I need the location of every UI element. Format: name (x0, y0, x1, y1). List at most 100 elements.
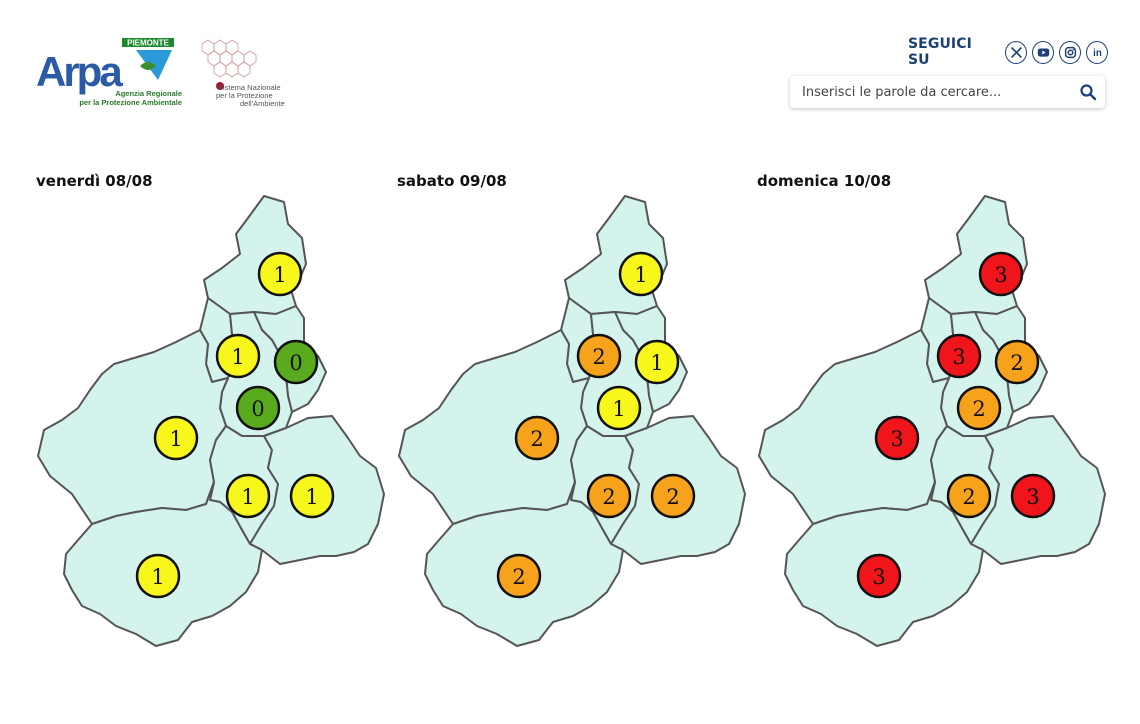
alert-level-circle (496, 553, 542, 599)
alert-level-value: 1 (231, 345, 244, 369)
alert-level-value: 2 (962, 485, 975, 509)
alert-level-marker: 1 (596, 385, 642, 431)
alert-level-value: 2 (1010, 351, 1023, 375)
alert-level-marker: 3 (856, 553, 902, 599)
search-input[interactable] (800, 83, 1074, 101)
day-label: venerdì 08/08 (36, 172, 153, 190)
alert-level-value: 3 (994, 263, 1007, 287)
svg-text:in: in (1093, 48, 1102, 59)
alert-level-value: 1 (612, 397, 625, 421)
alert-level-value: 3 (872, 565, 885, 589)
alert-level-circle (135, 553, 181, 599)
alert-level-marker: 1 (225, 473, 271, 519)
alert-level-circle (586, 473, 632, 519)
alert-level-value: 2 (972, 397, 985, 421)
alert-level-circle (215, 333, 261, 379)
alert-level-value: 1 (650, 351, 663, 375)
alert-level-value: 3 (890, 427, 903, 451)
alert-level-marker: 1 (634, 339, 680, 385)
alert-level-circle (946, 473, 992, 519)
search-icon[interactable] (1079, 83, 1097, 101)
alert-level-circle (650, 473, 696, 519)
alert-level-marker: 3 (1010, 473, 1056, 519)
piemonte-map: 1 1 0 0 1 1 1 1 (37, 195, 385, 647)
piemonte-map: 1 2 1 1 2 2 2 2 (398, 195, 746, 647)
header: PIEMONTE Arpa Agenzia Regionale per la P… (0, 0, 1140, 130)
alert-level-circle (956, 385, 1002, 431)
alert-level-value: 1 (241, 485, 254, 509)
alert-level-circle (514, 415, 560, 461)
alert-level-value: 2 (530, 427, 543, 451)
alert-level-marker: 2 (496, 553, 542, 599)
alert-level-circle (235, 385, 281, 431)
alert-level-marker: 1 (153, 415, 199, 461)
forecast-map-1: sabato 09/08 1 2 1 1 2 2 2 2 (397, 172, 757, 662)
day-label: domenica 10/08 (757, 172, 892, 190)
alert-level-marker: 2 (650, 473, 696, 519)
alert-level-marker: 2 (576, 333, 622, 379)
alert-level-value: 1 (273, 263, 286, 287)
arpa-piemonte-logo[interactable]: PIEMONTE Arpa Agenzia Regionale per la P… (36, 36, 186, 108)
alert-level-circle (994, 339, 1040, 385)
alert-level-marker: 0 (273, 339, 319, 385)
alert-level-value: 1 (151, 565, 164, 589)
logo-badge-text: PIEMONTE (127, 39, 169, 48)
alert-level-value: 3 (1026, 485, 1039, 509)
alert-level-marker: 2 (956, 385, 1002, 431)
alert-level-marker: 1 (289, 473, 335, 519)
logo-wordmark: Arpa (36, 48, 123, 95)
alert-level-value: 2 (592, 345, 605, 369)
alert-level-marker: 1 (215, 333, 261, 379)
alert-level-circle (257, 251, 303, 297)
social-links: SEGUICI SU in (908, 36, 1108, 68)
alert-level-circle (1010, 473, 1056, 519)
alert-level-value: 1 (169, 427, 182, 451)
alert-level-marker: 3 (936, 333, 982, 379)
alert-level-value: 0 (251, 397, 264, 421)
region-torino[interactable] (37, 329, 229, 525)
alert-level-value: 1 (634, 263, 647, 287)
instagram-icon[interactable] (1059, 40, 1082, 64)
alert-level-circle (634, 339, 680, 385)
alert-level-marker: 2 (946, 473, 992, 519)
day-label: sabato 09/08 (397, 172, 507, 190)
youtube-icon[interactable] (1032, 40, 1055, 64)
alert-level-marker: 3 (874, 415, 920, 461)
alert-level-circle (273, 339, 319, 385)
region-torino[interactable] (398, 329, 590, 525)
alert-level-circle (596, 385, 642, 431)
logo-line1: Agenzia Regionale (115, 89, 182, 98)
alert-level-circle (874, 415, 920, 461)
snpa-line1: Sistema Nazionale (218, 83, 281, 92)
alert-level-circle (225, 473, 271, 519)
forecast-map-0: venerdì 08/08 1 1 0 0 1 1 1 1 (36, 172, 396, 662)
snpa-logo[interactable]: Sistema Nazionale per la Protezione dell… (194, 36, 314, 108)
alert-level-value: 2 (512, 565, 525, 589)
forecast-map-2: domenica 10/08 3 3 2 2 3 2 3 3 (757, 172, 1117, 662)
linkedin-icon[interactable]: in (1086, 40, 1108, 64)
alert-level-value: 3 (952, 345, 965, 369)
snpa-line2: per la Protezione (216, 91, 273, 100)
alert-level-circle (856, 553, 902, 599)
alert-level-value: 2 (602, 485, 615, 509)
alert-level-marker: 2 (514, 415, 560, 461)
alert-level-value: 1 (305, 485, 318, 509)
snpa-line3: dell'Ambiente (240, 99, 285, 108)
logo-line2: per la Protezione Ambientale (79, 98, 182, 107)
region-torino[interactable] (758, 329, 950, 525)
alert-level-value: 2 (666, 485, 679, 509)
alert-level-circle (576, 333, 622, 379)
alert-level-circle (936, 333, 982, 379)
alert-level-circle (153, 415, 199, 461)
piemonte-map: 3 3 2 2 3 2 3 3 (758, 195, 1106, 647)
alert-level-marker: 2 (994, 339, 1040, 385)
alert-level-circle (978, 251, 1024, 297)
alert-level-circle (289, 473, 335, 519)
alert-level-marker: 1 (618, 251, 664, 297)
alert-level-value: 0 (289, 351, 302, 375)
alert-level-marker: 2 (586, 473, 632, 519)
alert-level-marker: 0 (235, 385, 281, 431)
social-label: SEGUICI SU (908, 36, 972, 68)
x-icon[interactable] (1005, 40, 1028, 64)
alert-level-marker: 1 (135, 553, 181, 599)
